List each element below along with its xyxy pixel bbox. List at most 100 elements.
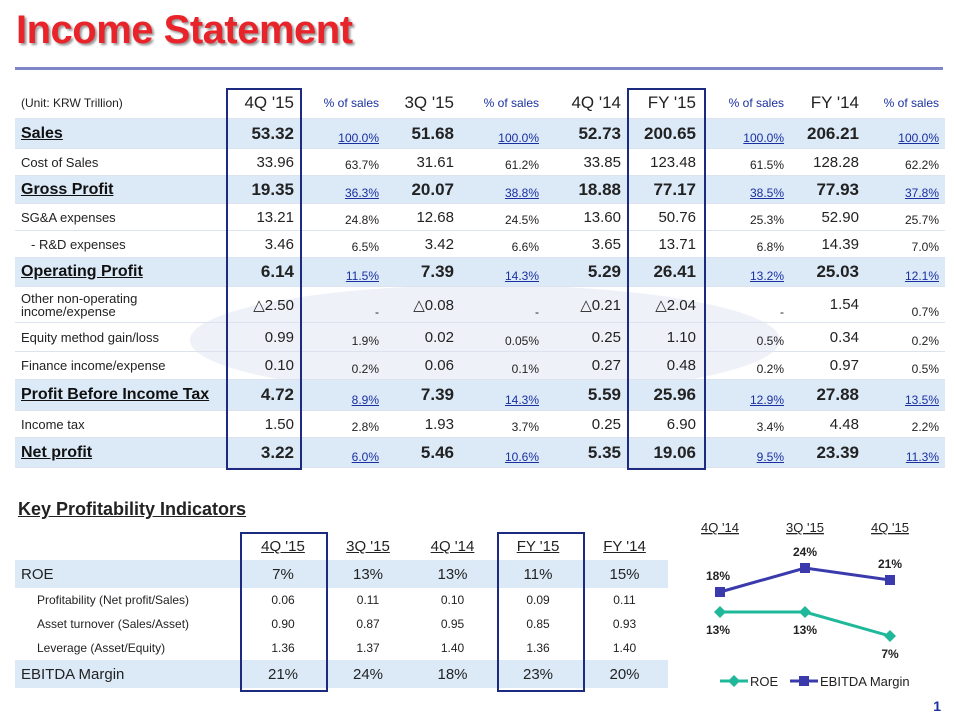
cell: 63.7% (300, 148, 385, 176)
cell: 5.46 (385, 437, 460, 468)
cell: 14.3% (460, 257, 545, 287)
value-label: 24% (793, 545, 817, 559)
cell: 3.46 (225, 230, 300, 258)
cell: 7.39 (385, 379, 460, 411)
cell: 61.2% (460, 148, 545, 176)
cell: 13.71 (627, 230, 702, 258)
cell: 0.11 (613, 593, 636, 607)
cell: 6.0% (300, 437, 385, 468)
cell: 0.27 (545, 351, 627, 380)
cell: 1.40 (440, 641, 465, 655)
cell: 23% (495, 660, 581, 688)
kpi-title: Key Profitability Indicators (18, 499, 247, 519)
cell: 61.5% (702, 148, 790, 176)
cell: 1.40 (612, 641, 637, 655)
cell: 0.7% (865, 286, 945, 323)
row: Other non-operating income/expense △2.50-… (15, 286, 945, 323)
cell: 100.0% (702, 118, 790, 149)
row-label: Sales (15, 118, 225, 149)
cell: 206.21 (790, 118, 865, 149)
cell: 3.7% (460, 410, 545, 438)
cell: 13.5% (865, 379, 945, 411)
marker (715, 587, 725, 597)
cell: - (460, 286, 545, 323)
cell: 52.90 (790, 203, 865, 231)
header-row: (Unit: KRW Trillion) 4Q '15% of sales 3Q '… (15, 88, 945, 119)
row: Profit Before Income Tax 4.72 8.9% 7.39 14.3… (15, 379, 945, 411)
cell: - (300, 286, 385, 323)
cell: 37.8% (865, 175, 945, 204)
cell: 77.93 (790, 175, 865, 204)
cell: 12.9% (702, 379, 790, 411)
cell: 100.0% (300, 118, 385, 149)
cell: 62.2% (865, 148, 945, 176)
cell: 0.10 (225, 351, 300, 380)
cell: 33.96 (225, 148, 300, 176)
cell: 1.10 (627, 322, 702, 352)
cell: 5.29 (545, 257, 627, 287)
cell: 1.36 (526, 641, 550, 655)
header-cell: 4Q '14 (545, 88, 627, 119)
cell: 9.5% (702, 437, 790, 468)
highlight-box (240, 532, 328, 692)
cell: 14.3% (460, 379, 545, 411)
cell: △2.04 (627, 286, 702, 323)
cell: 0.10 (440, 593, 465, 607)
cell: 18% (410, 660, 495, 688)
legend-label: EBITDA Margin (820, 674, 910, 689)
kpi-table: 4Q '15 3Q '15 4Q '14 FY '15 FY '14 ROE 7% 13% 13… (15, 533, 668, 688)
cell: 2.8% (300, 410, 385, 438)
cell: 21% (240, 660, 326, 688)
cell: 4.48 (790, 410, 865, 438)
row-label: Profitability (Net profit/Sales) (37, 593, 190, 607)
row: Sales 53.32 100.0% 51.68 100.0% 52.73 200.65 10… (15, 118, 945, 149)
header-cell: % of sales (300, 88, 385, 119)
cell: 0.1% (460, 351, 545, 380)
cell: 8.9% (300, 379, 385, 411)
cell: 3.42 (385, 230, 460, 258)
cell: 1.50 (225, 410, 300, 438)
row: - R&D expenses 3.46 6.5% 3.42 6.6% 3.65 13.71 6… (15, 230, 945, 258)
cell: 0.99 (225, 322, 300, 352)
row: EBITDA Margin 21% 24% 18% 23% 20% (15, 660, 668, 688)
income-table: (Unit: KRW Trillion) 4Q '15% of sales 3Q '… (15, 88, 945, 468)
row: Net profit 3.22 6.0% 5.46 10.6% 5.35 19.06 9.5%… (15, 437, 945, 468)
cell: 36.3% (300, 175, 385, 204)
cell: 7% (240, 560, 326, 588)
cell: 0.02 (385, 322, 460, 352)
marker (800, 563, 810, 573)
cell: 100.0% (865, 118, 945, 149)
row-label: Gross Profit (15, 175, 225, 204)
cell: 13% (410, 560, 495, 588)
cell: 0.06 (271, 593, 295, 607)
cell: 7.0% (865, 230, 945, 258)
cell: 6.90 (627, 410, 702, 438)
header-cell: 4Q '15 (225, 88, 300, 119)
row-label: SG&A expenses (15, 203, 225, 231)
cell: 0.25 (545, 322, 627, 352)
cell: 77.17 (627, 175, 702, 204)
cell: 6.6% (460, 230, 545, 258)
cell: 0.48 (627, 351, 702, 380)
cell: △2.50 (225, 286, 300, 323)
cell: 11% (495, 560, 581, 588)
cell: 11.3% (865, 437, 945, 468)
cell: 1.36 (271, 641, 295, 655)
header-cell: (Unit: KRW Trillion) (15, 88, 225, 119)
cell: 0.25 (545, 410, 627, 438)
value-label: 13% (793, 623, 817, 637)
cell: 53.32 (225, 118, 300, 149)
highlight-box (627, 88, 706, 470)
category-label: 4Q '14 (701, 520, 739, 535)
cell: 123.48 (627, 148, 702, 176)
cell: 0.90 (271, 617, 295, 631)
header-cell: FY '15 (516, 538, 560, 555)
cell: 19.35 (225, 175, 300, 204)
cell: 6.5% (300, 230, 385, 258)
category-label: 3Q '15 (786, 520, 824, 535)
marker (885, 575, 895, 585)
cell: 0.93 (612, 617, 637, 631)
legend-marker (728, 675, 740, 687)
header-cell: % of sales (702, 88, 790, 119)
cell: 25.3% (702, 203, 790, 231)
